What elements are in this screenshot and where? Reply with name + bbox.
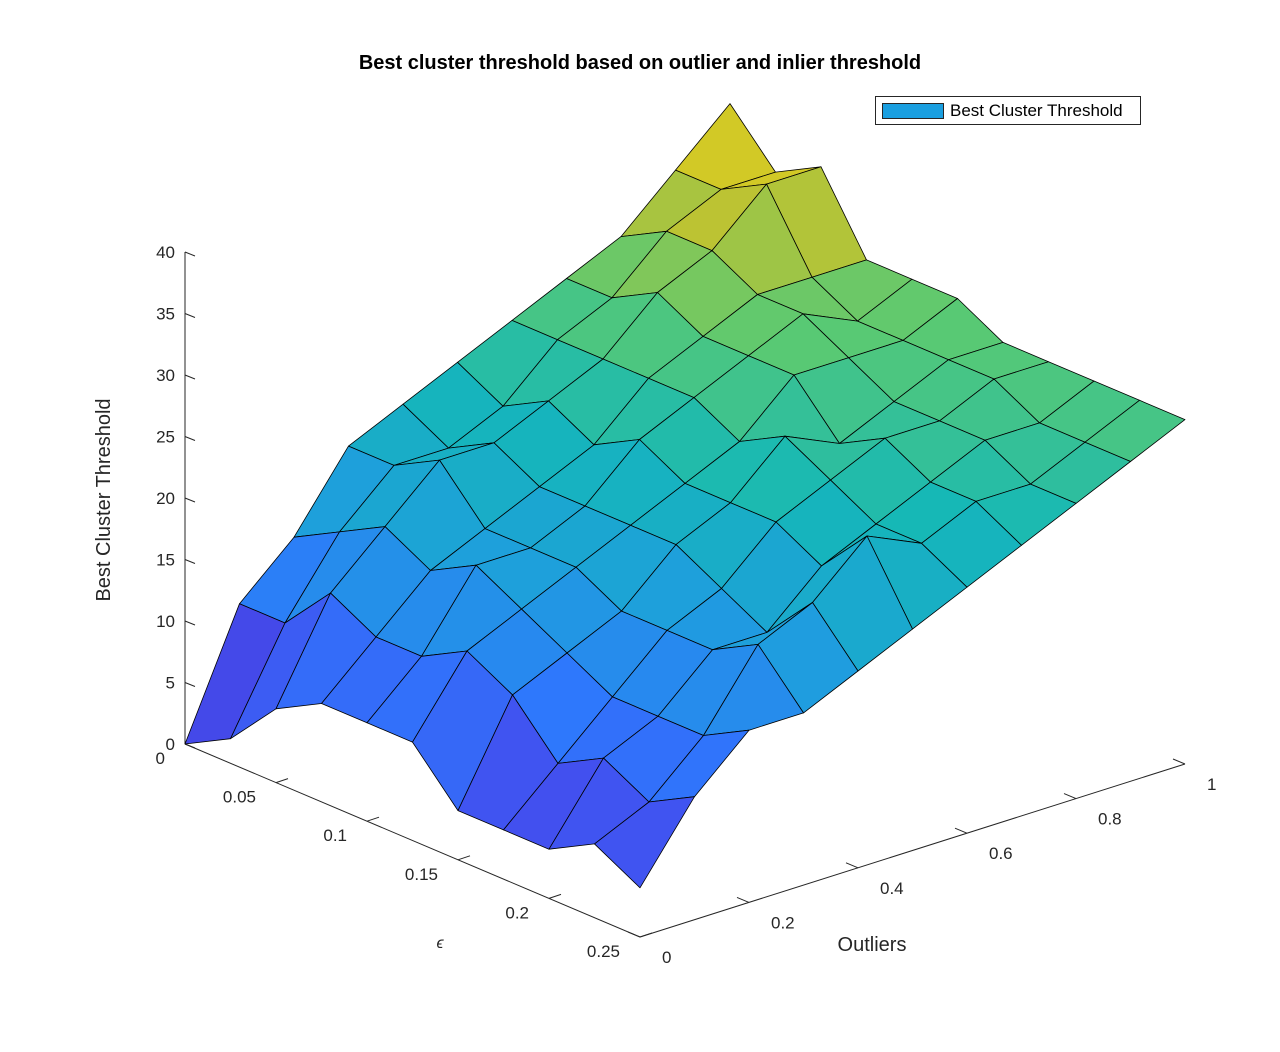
z-tick-label: 20 <box>156 489 175 508</box>
legend[interactable]: Best Cluster Threshold <box>875 96 1141 125</box>
surface-patch <box>594 796 695 889</box>
surface-layer <box>184 103 1186 889</box>
outliers-tick-label: 0 <box>662 948 671 967</box>
epsilon-tick-label: 0.15 <box>405 865 438 884</box>
outliers-tick-label: 0.4 <box>880 879 904 898</box>
outliers-tick-label: 0.8 <box>1098 810 1122 829</box>
epsilon-tick <box>548 893 562 899</box>
z-tick-label: 15 <box>156 551 175 570</box>
z-tick <box>184 313 196 318</box>
chart-title: Best cluster threshold based on outlier … <box>358 52 922 74</box>
epsilon-tick <box>639 932 653 938</box>
epsilon-tick <box>366 816 380 822</box>
outliers-axis-label: Outliers <box>838 934 907 956</box>
z-tick-label: 30 <box>156 366 175 385</box>
outliers-tick <box>1063 793 1077 800</box>
z-tick <box>184 559 196 564</box>
z-tick <box>184 620 196 626</box>
z-tick-label: 10 <box>156 612 175 631</box>
epsilon-tick-label: 0.1 <box>323 826 347 845</box>
outliers-tick <box>845 862 859 869</box>
z-tick-label: 40 <box>156 243 175 262</box>
epsilon-axis-line <box>184 743 641 938</box>
outliers-tick <box>1172 758 1186 765</box>
epsilon-tick-label: 0.25 <box>587 942 620 961</box>
z-tick-label: 0 <box>166 735 175 754</box>
legend-label: Best Cluster Threshold <box>950 101 1123 120</box>
z-tick <box>184 436 196 441</box>
epsilon-axis-label: ϵ <box>436 935 444 952</box>
epsilon-tick <box>275 778 289 784</box>
outliers-tick-label: 1 <box>1207 775 1216 794</box>
labels-layer: 0 5 10 15 20 25 30 35 40 0 0.05 0.1 0.15 0.2 0.25 0 0.2 0… <box>93 243 1216 967</box>
outliers-tick <box>627 931 641 938</box>
z-tick <box>184 743 196 749</box>
z-tick <box>184 682 196 687</box>
z-tick-label: 5 <box>166 674 175 693</box>
outliers-tick-label: 0.6 <box>989 844 1013 863</box>
epsilon-tick <box>457 855 471 861</box>
z-axis-label: Best Cluster Threshold <box>93 398 115 601</box>
z-tick <box>184 374 196 380</box>
epsilon-tick-label: 0 <box>156 749 165 768</box>
epsilon-tick-label: 0.2 <box>505 903 529 922</box>
epsilon-tick-label: 0.05 <box>223 788 256 807</box>
outliers-tick <box>736 896 750 903</box>
z-tick-label: 35 <box>156 305 175 324</box>
outliers-axis-line <box>639 763 1186 938</box>
outliers-tick <box>954 827 968 834</box>
z-tick <box>184 497 196 503</box>
outliers-tick-label: 0.2 <box>771 913 795 932</box>
legend-swatch <box>882 103 944 119</box>
z-tick-label: 25 <box>156 428 175 447</box>
z-tick <box>184 251 196 257</box>
